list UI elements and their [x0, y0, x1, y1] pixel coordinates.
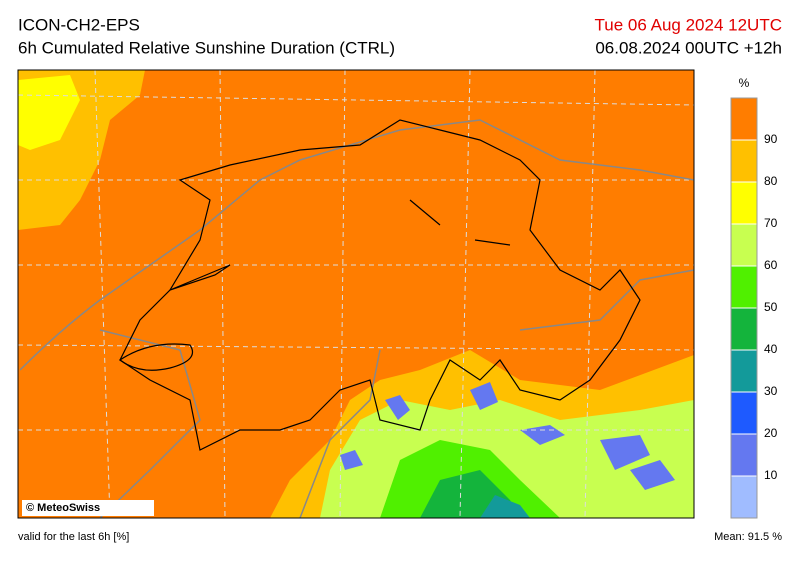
mean-value: Mean: 91.5 % [714, 531, 782, 543]
colorbar-band [730, 391, 758, 435]
colorbar-label: 30 [764, 384, 778, 398]
colorbar-band [730, 475, 758, 519]
colorbar-label: 50 [764, 300, 778, 314]
country-border [119, 119, 641, 451]
run-info: 06.08.2024 00UTC +12h [595, 38, 782, 57]
colorbar-frame [730, 97, 758, 519]
colorbar-band [730, 433, 758, 477]
colorbar-label: 20 [764, 426, 778, 440]
copyright: © MeteoSwiss [26, 502, 100, 514]
terrain-line [19, 119, 695, 519]
field-patch [340, 382, 675, 490]
colorbar-label: 80 [764, 174, 778, 188]
colorbar-unit: % [739, 76, 750, 90]
colorbar-label: 10 [764, 468, 778, 482]
colorbar-label: 60 [764, 258, 778, 272]
map-frame [17, 69, 695, 519]
valid-note: valid for the last 6h [%] [18, 531, 129, 543]
colorbar-label: 90 [764, 132, 778, 146]
colorbar-label: 40 [764, 342, 778, 356]
colorbar-band [730, 349, 758, 393]
product-title: 6h Cumulated Relative Sunshine Duration … [18, 38, 395, 57]
colorbar-band [730, 223, 758, 267]
copyright-box [22, 500, 154, 516]
colorbar-band [730, 265, 758, 309]
valid-date: Tue 06 Aug 2024 12UTC [595, 15, 782, 34]
model-name: ICON-CH2-EPS [18, 15, 140, 34]
colorbar-band [730, 307, 758, 351]
colorbar-label: 70 [764, 216, 778, 230]
colorbar-band [730, 139, 758, 183]
field-patch [18, 75, 80, 150]
colorbar-band [730, 97, 758, 141]
lake [118, 199, 511, 371]
map: © MeteoSwiss [17, 69, 695, 519]
graticule [17, 69, 695, 519]
field-patch [480, 495, 530, 518]
colorbar: % 10 20 30 40 50 60 70 80 90 [730, 76, 778, 519]
colorbar-band [730, 181, 758, 225]
